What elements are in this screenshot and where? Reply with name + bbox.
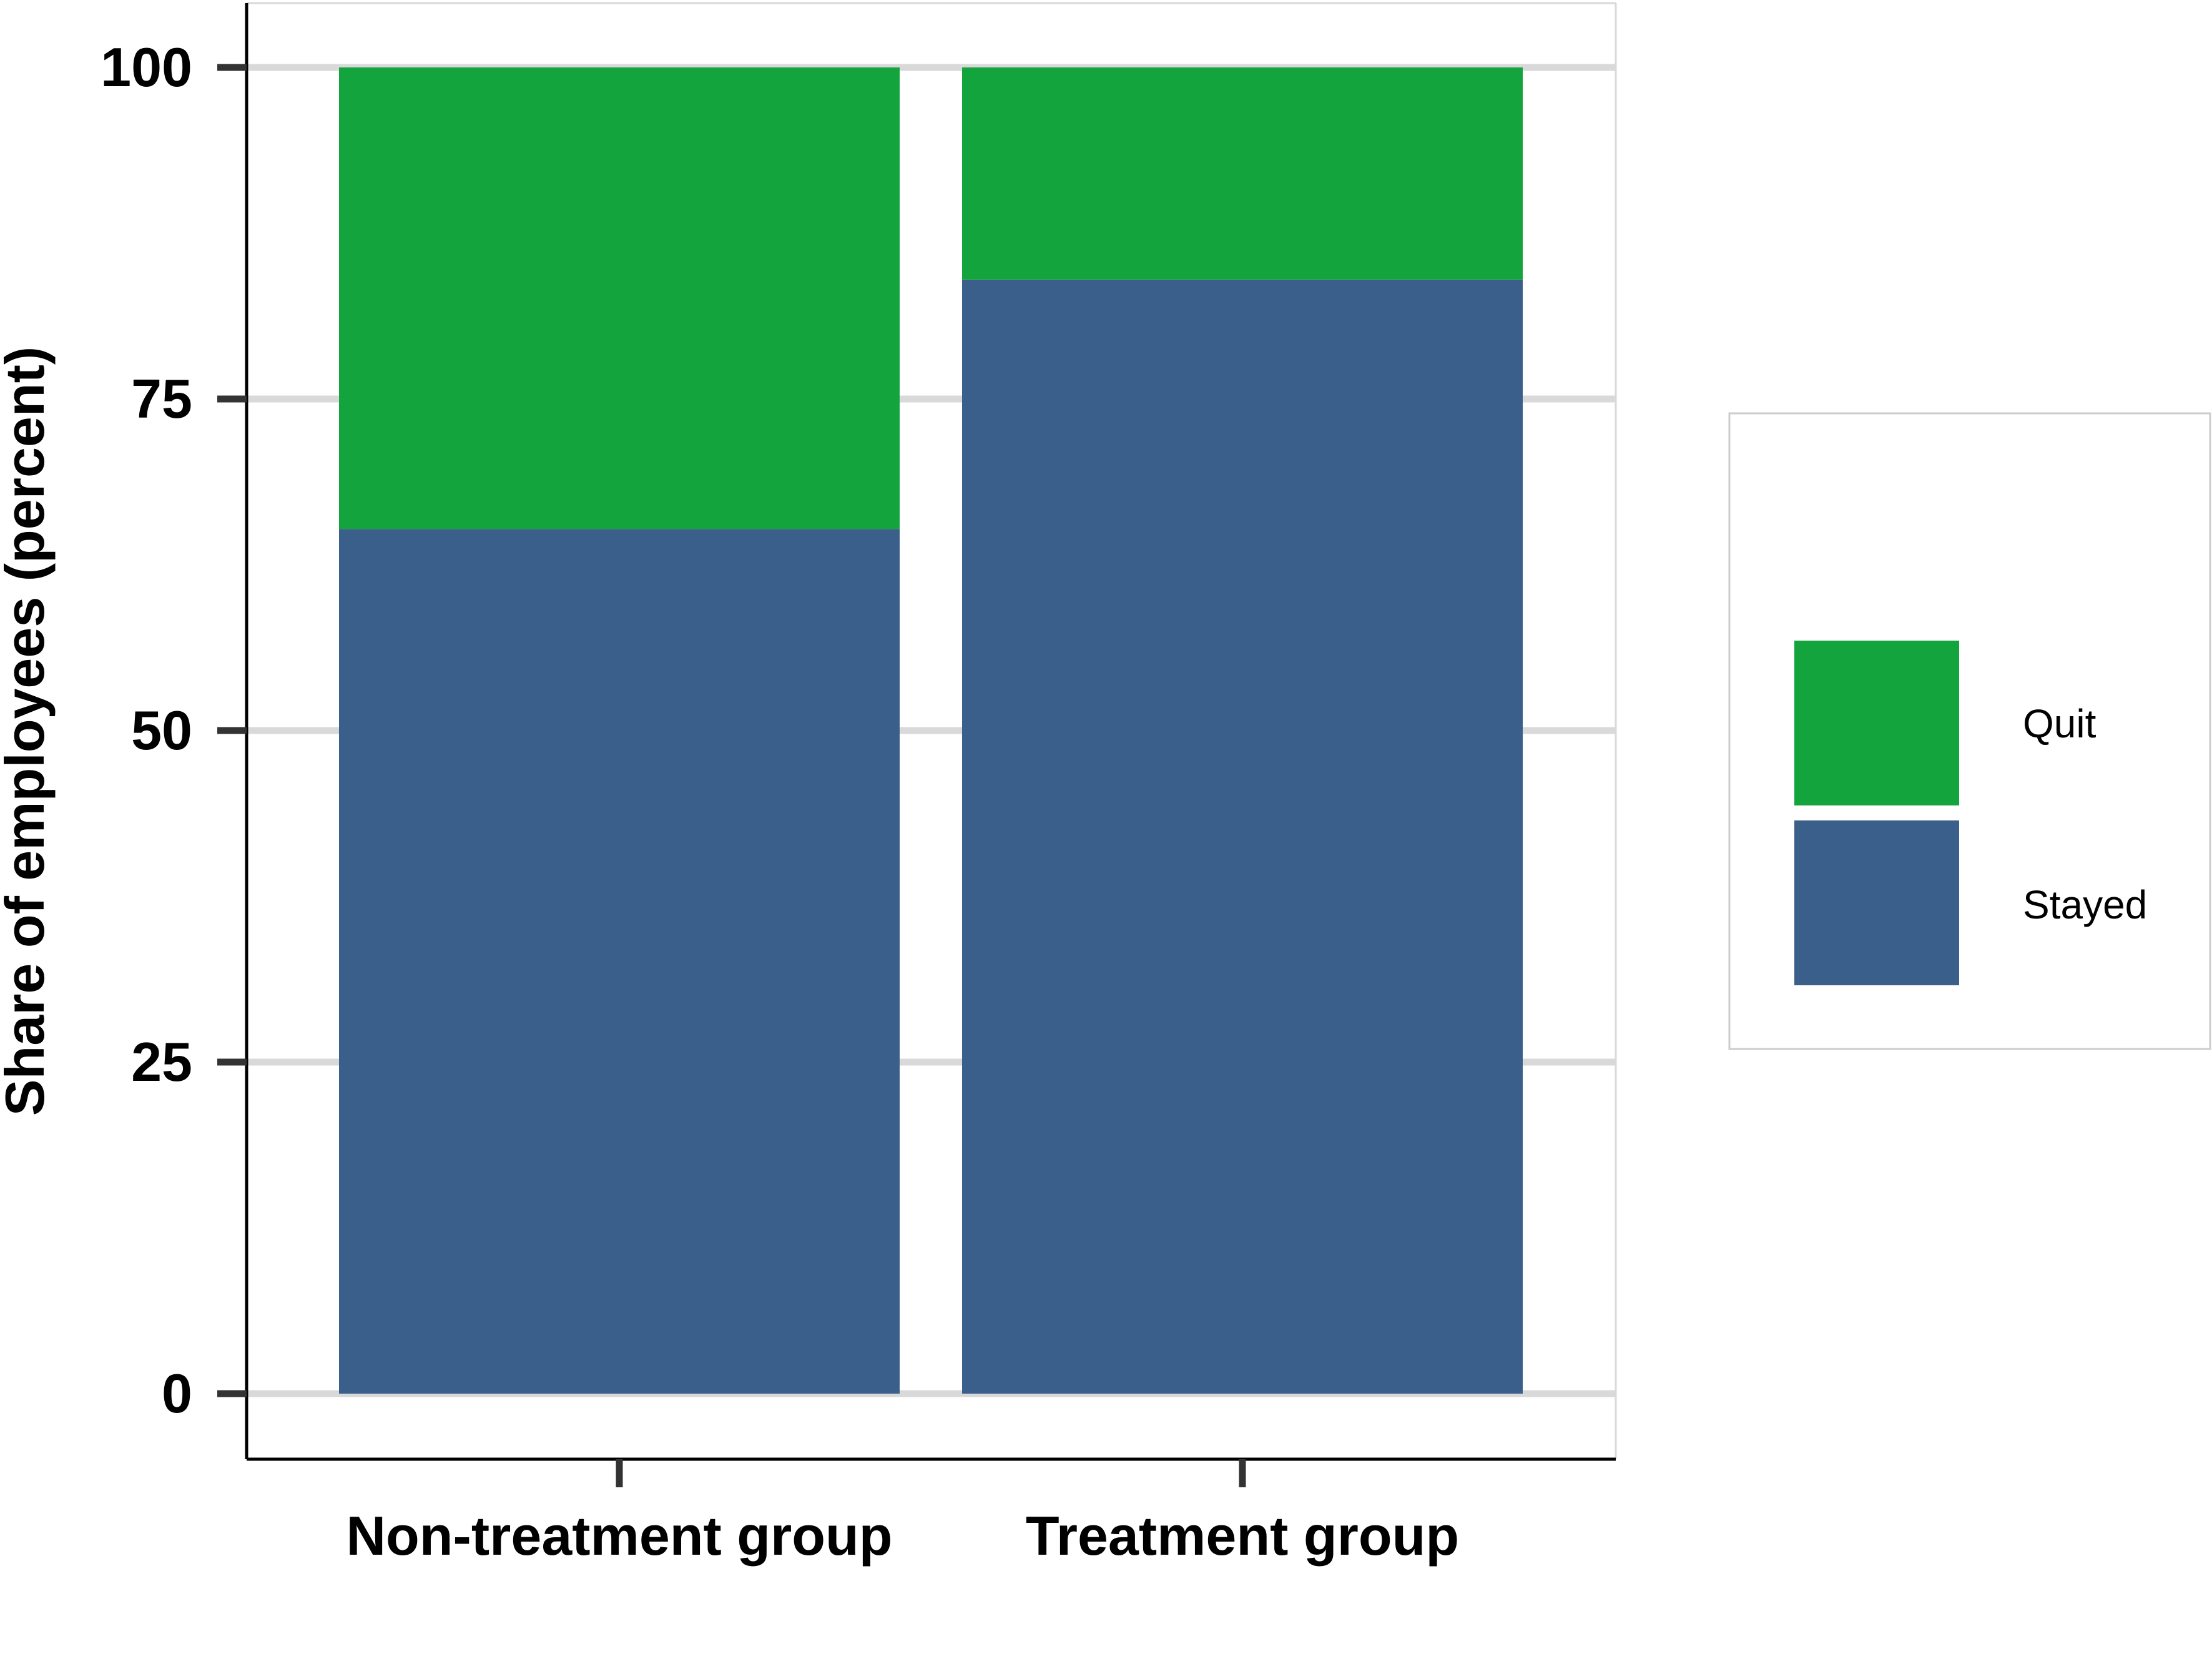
- x-axis-ticks: Non-treatment group Treatment group: [346, 1459, 1459, 1567]
- legend-key-stayed: [1794, 820, 1959, 985]
- y-tick-label-50: 50: [131, 699, 192, 761]
- bar-non-treatment-group-stayed: [339, 529, 900, 1394]
- bar-treatment-group-quit: [962, 67, 1523, 280]
- y-tick-label-25: 25: [131, 1031, 192, 1093]
- legend-label-quit: Quit: [2023, 701, 2096, 746]
- legend-label-stayed: Stayed: [2023, 882, 2147, 927]
- bar-treatment-group-stayed: [962, 279, 1523, 1394]
- y-tick-label-100: 100: [101, 36, 192, 98]
- legend: Quit Stayed: [1728, 412, 2211, 1050]
- bar-non-treatment-group-quit: [339, 67, 900, 529]
- y-tick-label-75: 75: [131, 368, 192, 430]
- y-axis-ticks: 0 25 50 75 100: [101, 36, 247, 1424]
- x-tick-label-non-treatment-group: Non-treatment group: [346, 1505, 892, 1567]
- bars: [339, 67, 1523, 1394]
- y-axis-title: Share of employees (percent): [0, 347, 56, 1116]
- legend-key-quit: [1794, 641, 1959, 805]
- x-tick-label-treatment-group: Treatment group: [1026, 1505, 1459, 1567]
- y-tick-label-0: 0: [162, 1362, 192, 1424]
